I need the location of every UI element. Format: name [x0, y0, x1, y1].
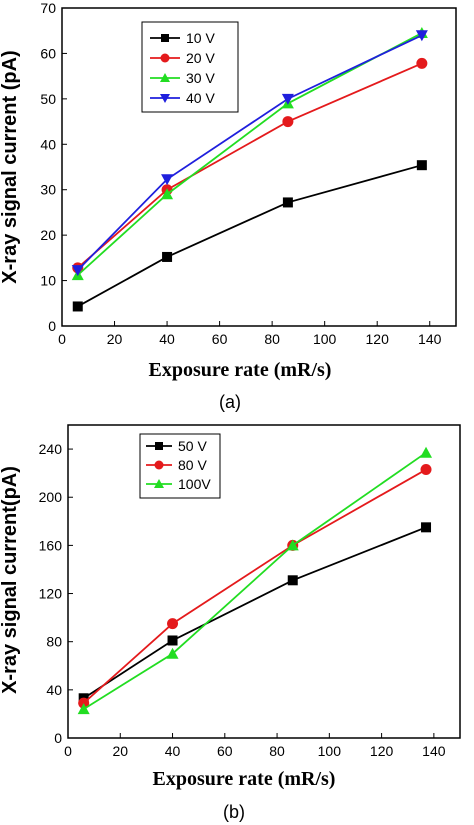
panel-a-y-tick-label: 50	[40, 91, 56, 107]
panel-b-y-tick-label: 240	[39, 441, 63, 457]
panel-a-x-tick-label: 40	[159, 331, 175, 347]
panel-a-data-point	[416, 57, 428, 69]
panel-b-data-point	[166, 647, 179, 659]
panel-b-data-point	[77, 703, 90, 715]
panel-b-y-axis-title: X-ray signal current(pA)	[0, 466, 21, 694]
panel-b-y-tick-label: 80	[46, 634, 62, 650]
panel-b-x-tick-label: 0	[64, 743, 72, 759]
panel-a-legend-label: 30 V	[186, 70, 215, 86]
panel-a-series-line-0	[77, 164, 423, 308]
panel-a-y-tick-label: 70	[40, 0, 56, 16]
panel-b-data-point	[421, 522, 432, 533]
panel-b-legend-marker	[154, 460, 164, 470]
panel-b-data-point	[287, 575, 298, 586]
panel-a: 0 20 40 60 80 100 120 140 0 10 20 30 40 50 60 70 10 V 20…	[0, 0, 457, 412]
panel-a-data-point	[282, 197, 293, 208]
panel-a-x-tick-label: 60	[212, 331, 228, 347]
panel-b-legend-label: 50 V	[178, 438, 207, 454]
panel-b-series	[77, 446, 433, 715]
panel-a-series-line-1	[77, 62, 423, 269]
panel-a-x-axis-title: Exposure rate (mR/s)	[149, 359, 332, 381]
panel-a-legend-label: 10 V	[186, 30, 215, 46]
panel-b-x-tick-label: 40	[165, 743, 181, 759]
panel-a-data-point	[162, 251, 173, 262]
panel-a-data-point	[71, 265, 84, 277]
panel-a-legend-box	[141, 21, 239, 113]
panel-a-y-tick-label: 20	[40, 227, 56, 243]
panel-b-data-point	[167, 618, 179, 630]
panel-a-legend-label: 20 V	[186, 50, 215, 66]
panel-a-series-line-2	[77, 32, 423, 276]
panel-a-legend-marker	[161, 34, 169, 42]
panel-a-legend-marker	[160, 73, 170, 82]
panel-a-label: (a)	[219, 392, 241, 412]
panel-b-x-tick-label: 80	[269, 743, 285, 759]
panel-a-y-tick-label: 10	[40, 273, 56, 289]
panel-b-y-tick-label: 160	[39, 537, 63, 553]
panel-a-legend-marker	[160, 94, 170, 103]
panel-b-ticks: 0 20 40 60 80 100 120 140 0 40 80 120 160 200 240	[39, 441, 446, 759]
panel-a-plot-frame	[61, 7, 457, 327]
panel-a-series-line-3	[77, 34, 423, 271]
panel-a-data-point	[416, 160, 427, 171]
panel-a-y-tick-label: 0	[48, 318, 56, 334]
panel-b-data-point	[78, 697, 90, 709]
panel-b-x-tick-label: 120	[370, 743, 394, 759]
panel-b-legend: 50 V 80 V 100V	[146, 438, 211, 492]
panel-a-x-tick-label: 100	[313, 331, 337, 347]
panel-b-x-tick-label: 60	[217, 743, 233, 759]
panel-b-legend-marker	[154, 479, 164, 488]
panel-b-series-line-1	[83, 468, 427, 704]
panel-b-legend-marker	[155, 442, 163, 450]
panel-b-legend-label: 80 V	[178, 457, 207, 473]
panel-b: 0 20 40 60 80 100 120 140 0 40 80 120 160 200 240 50 V…	[0, 424, 461, 822]
panel-b-data-point	[420, 446, 433, 458]
panel-a-series	[71, 26, 428, 312]
panel-b-series-line-0	[83, 526, 427, 700]
panel-b-y-tick-label: 0	[54, 730, 62, 746]
panel-a-x-tick-label: 120	[366, 331, 390, 347]
panel-a-y-tick-label: 30	[40, 182, 56, 198]
panel-a-data-point	[161, 188, 174, 200]
panel-b-x-tick-label: 20	[112, 743, 128, 759]
panel-b-y-tick-label: 40	[46, 682, 62, 698]
panel-a-y-axis-title: X-ray signal current (pA)	[0, 50, 21, 283]
panel-a-x-tick-label: 80	[264, 331, 280, 347]
panel-b-x-axis-title: Exposure rate (mR/s)	[153, 768, 336, 790]
panel-a-legend-label: 40 V	[186, 90, 215, 106]
panel-a-y-tick-label: 60	[40, 45, 56, 61]
panel-a-x-tick-label: 140	[418, 331, 442, 347]
panel-a-x-tick-label: 0	[58, 331, 66, 347]
panel-b-legend-box	[139, 433, 221, 499]
panel-b-x-tick-label: 140	[422, 743, 446, 759]
panel-a-y-tick-label: 40	[40, 136, 56, 152]
panel-b-x-tick-label: 100	[318, 743, 342, 759]
panel-a-data-point	[415, 30, 428, 42]
panel-b-data-point	[420, 464, 432, 476]
panel-a-data-point	[72, 301, 83, 312]
panel-b-data-point	[167, 635, 178, 646]
panel-a-data-point	[281, 93, 294, 105]
panel-a-x-tick-label: 20	[107, 331, 123, 347]
panel-b-y-tick-label: 120	[39, 586, 63, 602]
panel-a-data-point	[282, 116, 294, 128]
panel-b-legend-label: 100V	[178, 476, 211, 492]
panel-b-plot-frame	[67, 424, 461, 739]
panel-b-data-point	[286, 539, 299, 551]
panel-a-ticks: 0 20 40 60 80 100 120 140 0 10 20 30 40 50 60 70	[40, 0, 441, 347]
panel-b-y-tick-label: 200	[39, 489, 63, 505]
panel-a-data-point	[161, 174, 174, 186]
panel-a-legend: 10 V 20 V 30 V 40 V	[150, 30, 215, 106]
panel-b-series-line-2	[83, 451, 427, 710]
panel-b-label: (b)	[223, 802, 245, 822]
panel-a-legend-marker	[160, 53, 170, 63]
